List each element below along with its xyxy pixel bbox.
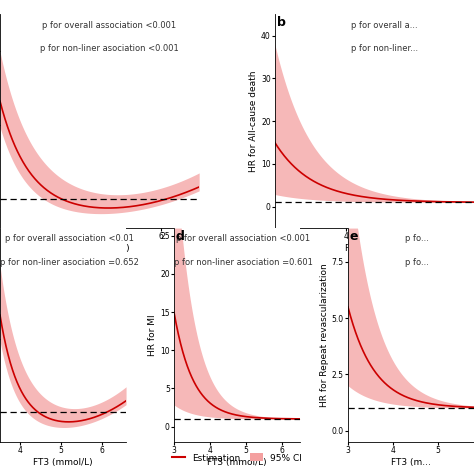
Text: p for non-liner asociation =0.601: p for non-liner asociation =0.601 — [174, 258, 313, 267]
X-axis label: FT3 (mmol/L): FT3 (mmol/L) — [207, 458, 267, 467]
Text: b: b — [277, 17, 286, 29]
Text: p for overall association <0.001: p for overall association <0.001 — [176, 235, 310, 244]
Text: d: d — [175, 230, 184, 243]
Text: p for non-liner asociation =0.652: p for non-liner asociation =0.652 — [0, 258, 139, 267]
Text: p for overall association <0.001: p for overall association <0.001 — [43, 21, 177, 30]
Text: p for overall a...: p for overall a... — [351, 21, 418, 30]
Text: p fo...: p fo... — [405, 258, 429, 267]
Y-axis label: HR for MI: HR for MI — [148, 314, 157, 356]
X-axis label: FT3 (m...: FT3 (m... — [391, 458, 431, 467]
Text: p fo...: p fo... — [405, 235, 429, 244]
Y-axis label: HR for Repeat revascularization: HR for Repeat revascularization — [320, 263, 329, 407]
Text: p for non-liner asociation <0.001: p for non-liner asociation <0.001 — [40, 44, 179, 53]
Text: e: e — [349, 230, 358, 243]
X-axis label: FT3 (mmol/L): FT3 (mmol/L) — [33, 458, 93, 467]
Y-axis label: HR for All-cause death: HR for All-cause death — [249, 71, 258, 172]
X-axis label: FT3 (mmol/L): FT3 (mmol/L) — [70, 244, 129, 253]
Text: p for non-liner...: p for non-liner... — [351, 44, 418, 53]
Text: p for overall association <0.01: p for overall association <0.01 — [5, 235, 134, 244]
X-axis label: FT3 (mmol/L): FT3 (mmol/L) — [345, 244, 404, 253]
Legend: Estimation, 95% CI: Estimation, 95% CI — [168, 450, 306, 466]
